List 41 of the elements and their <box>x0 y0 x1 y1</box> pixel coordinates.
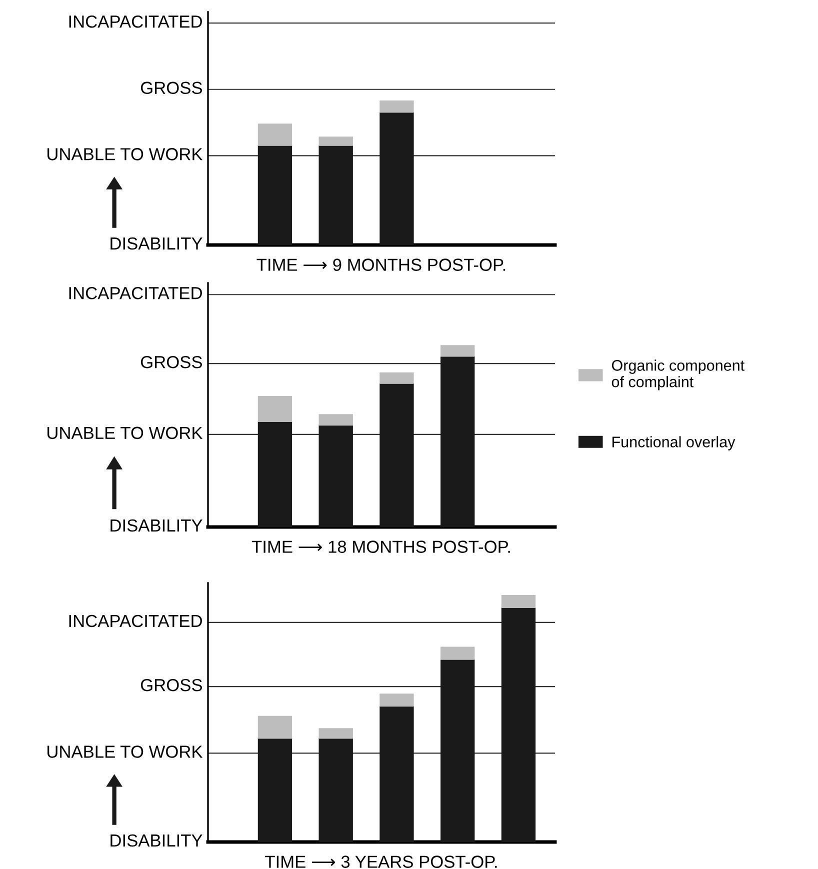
legend-label: Organic component of complaint <box>612 360 744 390</box>
ref-line-label: DISABILITY <box>110 834 202 847</box>
x-axis-title: TIME ⟶ 18 MONTHS POST-OP. <box>252 540 510 553</box>
bar <box>440 356 475 527</box>
bar <box>258 124 292 146</box>
ref-line-label: INCAPACITATED <box>69 614 202 628</box>
x-axis-title: TIME ⟶ 3 YEARS POST-OP. <box>265 856 497 868</box>
bar <box>380 694 414 707</box>
bar <box>318 145 353 245</box>
bar <box>258 738 292 842</box>
bar <box>318 738 353 842</box>
ref-line-label: UNABLE TO WORK <box>48 746 203 758</box>
ref-line-label: UNABLE TO WORK <box>48 148 203 160</box>
legend-label: Functional overlay <box>612 436 736 450</box>
bar <box>258 421 292 527</box>
ref-line-label: GROSS <box>140 356 202 368</box>
bar <box>258 396 292 422</box>
bar <box>501 594 536 608</box>
bar <box>501 607 536 842</box>
ref-line-label: UNABLE TO WORK <box>48 426 203 440</box>
bar <box>258 145 292 245</box>
bar <box>440 659 475 842</box>
bar <box>440 646 475 660</box>
bar <box>440 345 475 357</box>
bar <box>380 100 414 113</box>
ref-line-label: GROSS <box>140 678 202 692</box>
bar <box>380 706 414 842</box>
bar <box>380 383 414 527</box>
bar <box>258 716 292 739</box>
x-axis-title: TIME ⟶ 9 MONTHS POST-OP. <box>256 258 506 271</box>
bar <box>380 372 414 384</box>
bar <box>318 414 353 426</box>
ref-line-label: GROSS <box>140 82 202 94</box>
ref-line-label: DISABILITY <box>110 237 202 250</box>
ref-line-label: INCAPACITATED <box>69 286 202 300</box>
bar <box>318 136 353 146</box>
ref-line-label: INCAPACITATED <box>69 15 202 28</box>
bar <box>318 424 353 527</box>
bar <box>318 728 353 739</box>
bar <box>380 112 414 245</box>
ref-line-label: DISABILITY <box>110 519 202 532</box>
